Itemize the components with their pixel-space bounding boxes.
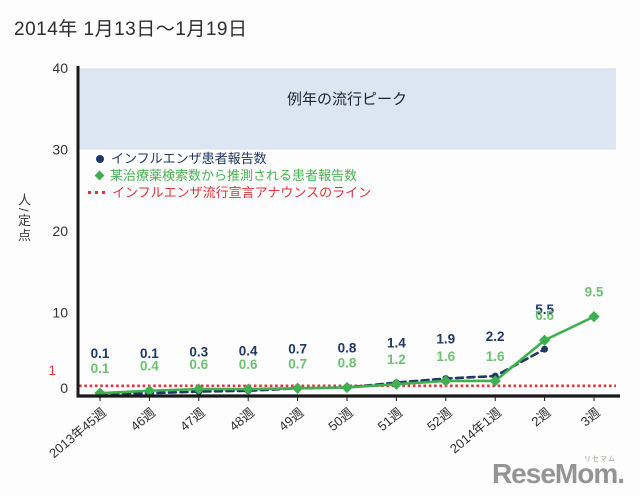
x-tick-label: 2週: [528, 405, 553, 429]
influenza-reports-value-label: 5.5: [535, 302, 554, 317]
search-estimate-value-label: 0.7: [288, 356, 307, 371]
search-estimate-value-label: 0.8: [338, 355, 357, 370]
legend-label: インフルエンザ患者報告数: [111, 151, 267, 166]
legend-item-search-estimate: 某治療薬検索数から推測される患者報告数: [88, 167, 371, 184]
search-estimate-point: [291, 382, 304, 394]
dotted-line-icon: [88, 191, 105, 194]
page-title: 2014年 1月13日～1月19日: [14, 19, 248, 40]
search-estimate-value-label: 0.6: [189, 357, 208, 372]
influenza-reports-value-label: 1.4: [387, 336, 406, 351]
diamond-marker-icon: [94, 170, 105, 181]
typical-peak-band-label: 例年の流行ピーク: [287, 91, 407, 108]
x-tick-label: 2014年1週: [447, 405, 504, 456]
search-estimate-value-label: 0.1: [91, 361, 110, 376]
search-estimate-value-label: 1.2: [387, 352, 406, 367]
search-estimate-value-label: 6.6: [535, 308, 554, 323]
chart-legend: インフルエンザ患者報告数 某治療薬検索数から推測される患者報告数 インフルエンザ…: [88, 150, 371, 201]
resemom-logo: リセマム ReseMom.: [491, 456, 625, 490]
search-estimate-value-label: 1.6: [436, 349, 455, 364]
x-tick-label: 47週: [177, 405, 208, 434]
y-tick-label: 40: [52, 60, 68, 76]
search-estimate-value-label: 9.5: [585, 285, 604, 300]
legend-label: インフルエンザ流行宣言アナウンスのライン: [112, 185, 372, 200]
legend-label: 某治療薬検索数から推測される患者報告数: [110, 168, 358, 183]
legend-item-declaration-line: インフルエンザ流行宣言アナウンスのライン: [88, 184, 371, 201]
search-estimate-point: [588, 310, 600, 323]
circle-marker-icon: [96, 154, 104, 163]
search-estimate-value-label: 1.6: [486, 349, 505, 364]
search-estimate-point: [390, 378, 403, 390]
x-tick-label: 49週: [276, 405, 307, 434]
x-tick-label: 46週: [128, 405, 159, 434]
typical-peak-band: [79, 68, 616, 150]
influenza-reports-value-label: 1.9: [436, 332, 455, 347]
logo-ruby-text: リセマム: [584, 456, 616, 463]
x-tick-label: 3週: [578, 405, 603, 429]
influenza-reports-value-label: 0.8: [338, 340, 357, 355]
y-tick-label: 10: [52, 305, 68, 321]
x-tick-label: 52週: [424, 405, 455, 434]
influenza-reports-value-label: 0.1: [140, 346, 159, 361]
logo-text: ReseMom.: [491, 458, 625, 489]
search-estimate-value-label: 0.6: [239, 357, 258, 372]
x-tick-label: 2013年45週: [46, 405, 109, 461]
y-tick-label: 0: [60, 380, 68, 396]
influenza-reports-value-label: 0.4: [239, 344, 258, 359]
x-tick-label: 51週: [375, 405, 406, 434]
threshold-tick-label: 1: [48, 363, 56, 378]
influenza-reports-value-label: 0.3: [189, 345, 208, 360]
influenza-reports-point: [541, 345, 548, 353]
search-estimate-value-label: 0.4: [140, 359, 159, 374]
influenza-reports-value-label: 0.7: [288, 341, 307, 356]
influenza-reports-value-label: 0.1: [91, 346, 110, 361]
y-tick-label: 20: [52, 223, 68, 239]
legend-item-patient-reports: インフルエンザ患者報告数: [88, 150, 371, 167]
y-tick-label: 30: [52, 142, 68, 158]
y-axis-title: 人/定点: [16, 193, 31, 244]
x-tick-label: 48週: [226, 405, 257, 434]
influenza-reports-value-label: 2.2: [486, 329, 505, 344]
x-tick-label: 50週: [325, 405, 356, 434]
search-estimate-point: [341, 381, 353, 394]
